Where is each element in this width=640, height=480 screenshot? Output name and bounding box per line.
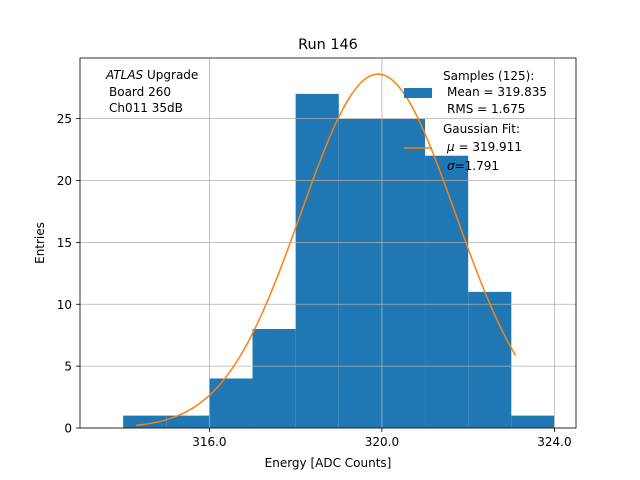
x-tick-label-2: 324.0	[537, 435, 571, 449]
legend-fit-title: Gaussian Fit:	[443, 122, 520, 136]
y-tick-label-5: 25	[57, 112, 72, 126]
histogram-bars	[123, 93, 555, 429]
legend-samples-swatch	[404, 88, 432, 98]
legend-samples-rms: RMS = 1.675	[447, 102, 525, 116]
y-tick-label-3: 15	[57, 236, 72, 250]
mu-symbol: μ	[446, 140, 455, 154]
legend-samples-mean: Mean = 319.835	[447, 85, 547, 99]
y-axis-ticks: 0 5 10 15 20 25	[57, 112, 80, 436]
mu-value: = 319.911	[455, 140, 522, 154]
y-tick-label-0: 0	[64, 422, 72, 436]
histogram-bar-2	[209, 378, 253, 428]
histogram-bar-0	[123, 415, 167, 428]
y-tick-label-4: 20	[57, 174, 72, 188]
annotation-atlas: ATLAS	[105, 68, 144, 82]
x-tick-label-0: 316.0	[192, 435, 226, 449]
annotation-upgrade: Upgrade	[143, 68, 198, 82]
sigma-value: =1.791	[455, 159, 499, 173]
atlas-annotation: ATLAS Upgrade Board 260 Ch011 35dB	[105, 68, 198, 115]
y-axis-label: Entries	[33, 222, 47, 264]
histogram-bar-6	[381, 118, 426, 429]
histogram-bar-7	[425, 155, 469, 428]
annotation-line-1: ATLAS Upgrade	[105, 68, 198, 82]
x-axis-ticks: 316.0 320.0 324.0	[192, 428, 572, 449]
chart-title: Run 146	[298, 37, 358, 53]
legend-samples-title: Samples (125):	[443, 69, 534, 83]
histogram-bar-4	[295, 93, 339, 428]
y-tick-label-1: 5	[64, 360, 72, 374]
x-tick-label-1: 320.0	[365, 435, 399, 449]
legend-fit-mu: μ = 319.911	[446, 140, 522, 154]
annotation-channel: Ch011 35dB	[109, 101, 183, 115]
gaussian-fit	[135, 73, 517, 427]
histogram-bar-3	[252, 329, 296, 428]
sigma-symbol: σ	[447, 159, 455, 173]
y-tick-label-2: 10	[57, 298, 72, 312]
plot-frame	[79, 57, 577, 429]
legend: Samples (125): Mean = 319.835 RMS = 1.67…	[404, 69, 547, 173]
annotation-board: Board 260	[109, 85, 171, 99]
legend-fit-sigma: σ=1.791	[447, 159, 499, 173]
histogram-bar-1	[166, 415, 210, 428]
histogram-bar-5	[338, 118, 382, 429]
histogram-bar-9	[511, 415, 555, 428]
gaussian-fit-curve	[135, 73, 517, 427]
histogram-bar-8	[468, 291, 512, 428]
x-axis-label: Energy [ADC Counts]	[265, 456, 392, 470]
